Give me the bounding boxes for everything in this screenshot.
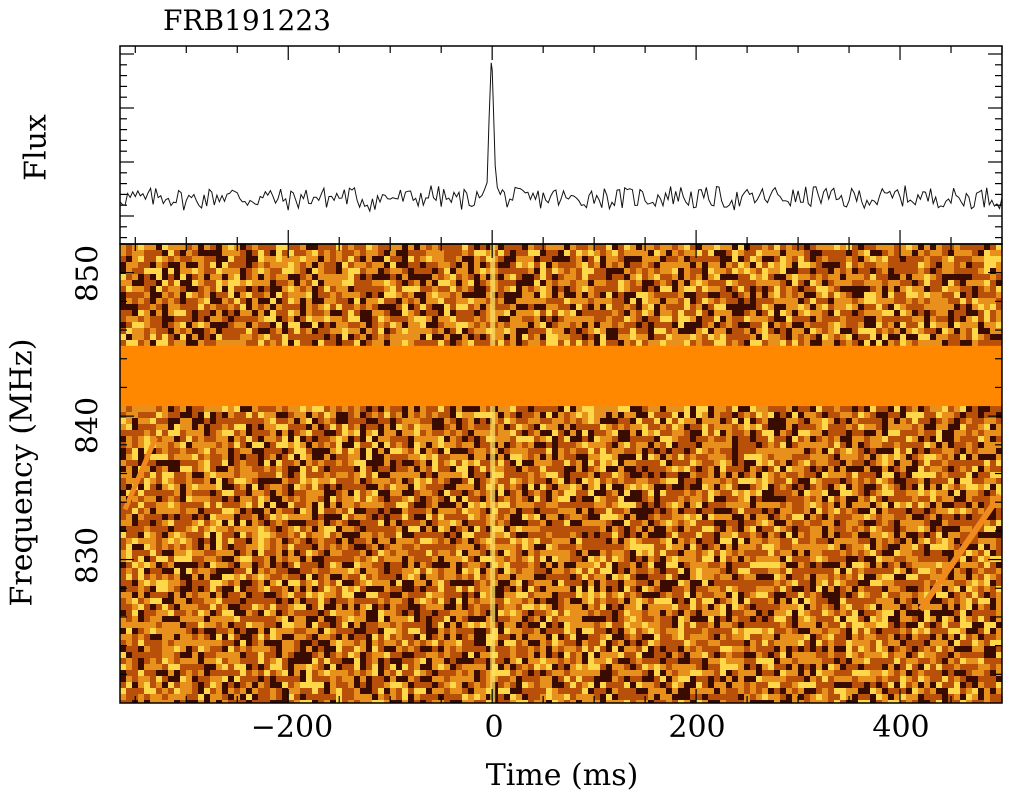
flux-plot-area	[120, 46, 1002, 244]
axis-ticks	[119, 45, 1003, 704]
y-tick-label: 840	[70, 396, 106, 455]
x-tick-label: −200	[250, 710, 334, 745]
y-tick-label: 850	[70, 244, 106, 303]
flux-axis-label: Flux	[18, 114, 54, 181]
chart-title: FRB191223	[163, 4, 331, 37]
rfi-streak	[122, 436, 158, 511]
x-tick-label: 0	[484, 710, 504, 745]
dynamic-spectrum-panel	[120, 244, 1003, 703]
burst-line	[490, 244, 496, 703]
flux-series-line	[119, 62, 1003, 213]
masked-band	[120, 345, 1002, 407]
x-tick-label: 400	[872, 710, 930, 745]
y-tick-label: 830	[70, 526, 106, 585]
frequency-axis-label: Frequency (MHz)	[4, 338, 40, 607]
time-axis-label: Time (ms)	[485, 758, 639, 793]
spectrum-noise	[120, 244, 1002, 703]
flux-panel	[119, 46, 1003, 244]
x-tick-label: 200	[668, 710, 726, 745]
rfi-streak	[917, 493, 1003, 612]
